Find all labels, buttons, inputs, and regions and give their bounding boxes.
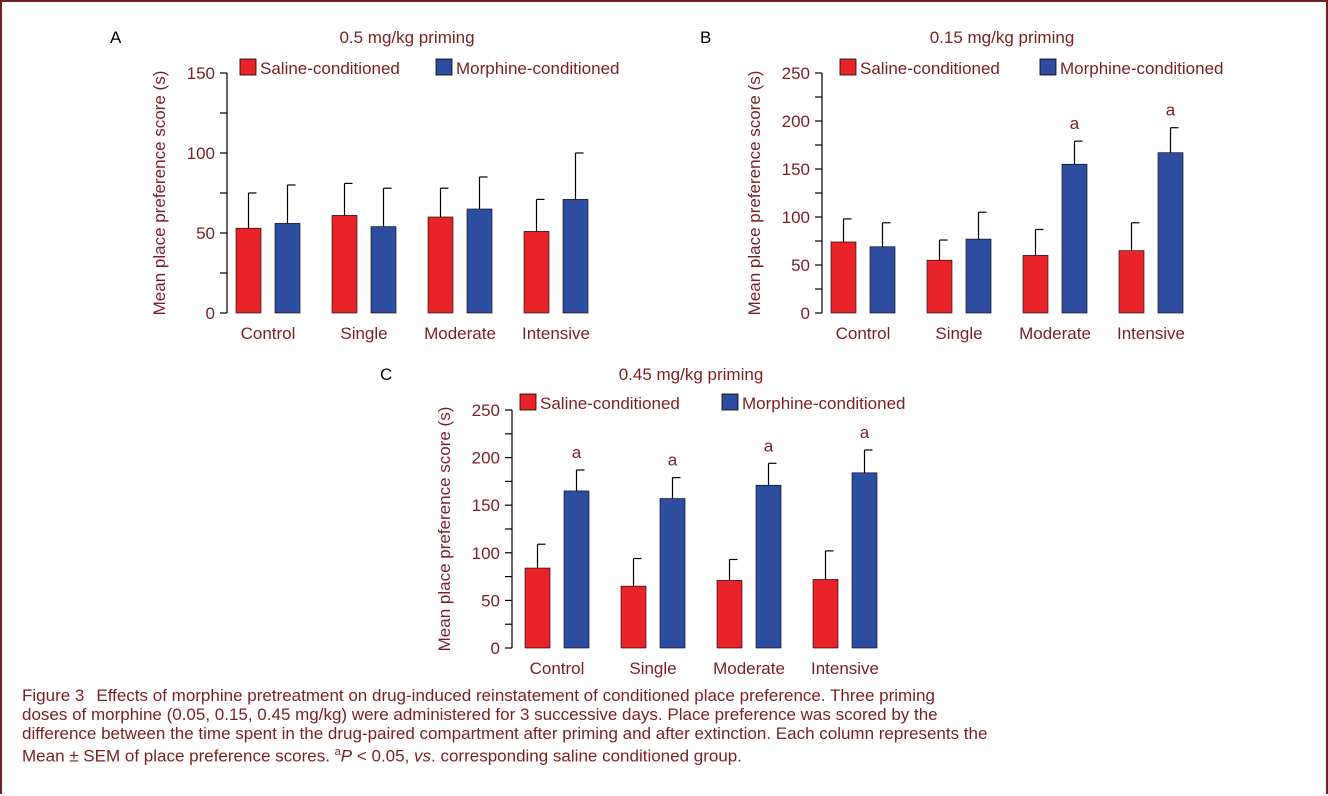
- legend-label: Saline-conditioned: [260, 59, 400, 78]
- chart-title: 0.15 mg/kg priming: [930, 28, 1075, 47]
- x-tick-label: Single: [629, 659, 676, 678]
- bar: [830, 241, 857, 314]
- legend-label: Morphine-conditioned: [1060, 59, 1224, 78]
- x-tick-label: Intensive: [1117, 324, 1185, 343]
- bar: [851, 472, 878, 649]
- y-tick-label: 100: [782, 208, 810, 227]
- y-tick-label: 0: [491, 639, 500, 658]
- legend-label: Morphine-conditioned: [456, 59, 620, 78]
- bar: [755, 484, 782, 649]
- legend-swatch: [1039, 58, 1057, 76]
- x-tick-label: Moderate: [1019, 324, 1091, 343]
- bar: [370, 226, 397, 314]
- caption-line-2: doses of morphine (0.05, 0.15, 0.45 mg/k…: [22, 705, 938, 724]
- caption-line-4: Mean ± SEM of place preference scores. a…: [22, 743, 1312, 766]
- caption-text-4: Mean ± SEM of place preference scores.: [22, 746, 335, 766]
- bar: [965, 238, 992, 314]
- legend-swatch: [519, 393, 537, 411]
- chart-title: 0.5 mg/kg priming: [339, 28, 474, 47]
- y-axis-label: Mean place preference score (s): [745, 71, 764, 316]
- caption-text-mid: < 0.05,: [352, 746, 415, 766]
- bar: [274, 223, 301, 314]
- y-tick-label: 0: [206, 304, 215, 323]
- bar: [466, 208, 493, 314]
- legend-swatch: [721, 393, 739, 411]
- caption-vs: vs: [414, 746, 432, 766]
- y-tick-label: 100: [187, 144, 215, 163]
- y-tick-label: 150: [472, 496, 500, 515]
- legend-swatch: [839, 58, 857, 76]
- bar: [869, 246, 896, 314]
- significance-label: a: [764, 436, 774, 455]
- y-axis-label: Mean place preference score (s): [435, 407, 454, 652]
- bar: [659, 498, 686, 649]
- bar: [523, 231, 550, 314]
- significance-label: a: [668, 451, 678, 470]
- bar: [1061, 163, 1088, 314]
- caption-superscript: a: [334, 746, 341, 758]
- bar: [524, 567, 551, 649]
- bar: [331, 215, 358, 314]
- legend-swatch: [239, 58, 257, 76]
- x-tick-label: Intensive: [522, 324, 590, 343]
- x-tick-label: Moderate: [424, 324, 496, 343]
- y-tick-label: 200: [472, 449, 500, 468]
- bar: [427, 216, 454, 314]
- caption-text-end: . corresponding saline conditioned group…: [431, 746, 742, 766]
- caption-p-symbol: P: [340, 746, 353, 766]
- y-tick-label: 150: [187, 64, 215, 83]
- bar: [926, 259, 953, 314]
- bar: [716, 580, 743, 649]
- y-tick-label: 50: [791, 256, 810, 275]
- chart-panel-b: B 0.15 mg/kg priming Mean place preference…: [700, 28, 1224, 343]
- panel-label: C: [380, 365, 392, 384]
- caption-text-1: Effects of morphine pretreatment on drug…: [96, 686, 935, 705]
- bar: [563, 490, 590, 649]
- bar: [562, 199, 589, 314]
- legend-label: Saline-conditioned: [860, 59, 1000, 78]
- significance-label: a: [860, 423, 870, 442]
- bar: [620, 585, 647, 649]
- x-tick-label: Intensive: [811, 659, 879, 678]
- caption-line-1: Figure 3 Effects of morphine pretreatment…: [22, 686, 1312, 705]
- legend-swatch: [435, 58, 453, 76]
- significance-label: a: [1166, 101, 1176, 120]
- figure-caption: Figure 3 Effects of morphine pretreatment…: [22, 686, 1312, 766]
- x-tick-label: Moderate: [713, 659, 785, 678]
- y-axis-label: Mean place preference score (s): [150, 71, 169, 316]
- panel-label: A: [110, 28, 122, 47]
- legend-label: Morphine-conditioned: [742, 394, 906, 413]
- bar: [1157, 152, 1184, 314]
- y-tick-label: 250: [472, 401, 500, 420]
- significance-label: a: [1070, 114, 1080, 133]
- x-tick-label: Control: [530, 659, 585, 678]
- panel-label: B: [700, 28, 711, 47]
- chart-title: 0.45 mg/kg priming: [619, 365, 764, 384]
- bar: [235, 227, 262, 314]
- bar: [812, 579, 839, 649]
- y-tick-label: 150: [782, 160, 810, 179]
- x-tick-label: Single: [935, 324, 982, 343]
- y-tick-label: 50: [481, 591, 500, 610]
- caption-line-3: difference between the time spent in the…: [22, 724, 988, 743]
- legend-label: Saline-conditioned: [540, 394, 680, 413]
- x-tick-label: Control: [241, 324, 296, 343]
- x-tick-label: Control: [836, 324, 891, 343]
- bar: [1022, 255, 1049, 314]
- x-tick-label: Single: [340, 324, 387, 343]
- caption-label: Figure 3: [22, 686, 85, 705]
- y-tick-label: 100: [472, 544, 500, 563]
- chart-panel-a: A 0.5 mg/kg priming Mean place preference …: [110, 28, 620, 343]
- y-tick-label: 50: [196, 224, 215, 243]
- bar: [1118, 250, 1145, 314]
- y-tick-label: 0: [801, 304, 810, 323]
- significance-label: a: [572, 443, 582, 462]
- y-tick-label: 200: [782, 112, 810, 131]
- chart-panel-c: C 0.45 mg/kg priming Mean place preference…: [380, 365, 906, 678]
- y-tick-label: 250: [782, 64, 810, 83]
